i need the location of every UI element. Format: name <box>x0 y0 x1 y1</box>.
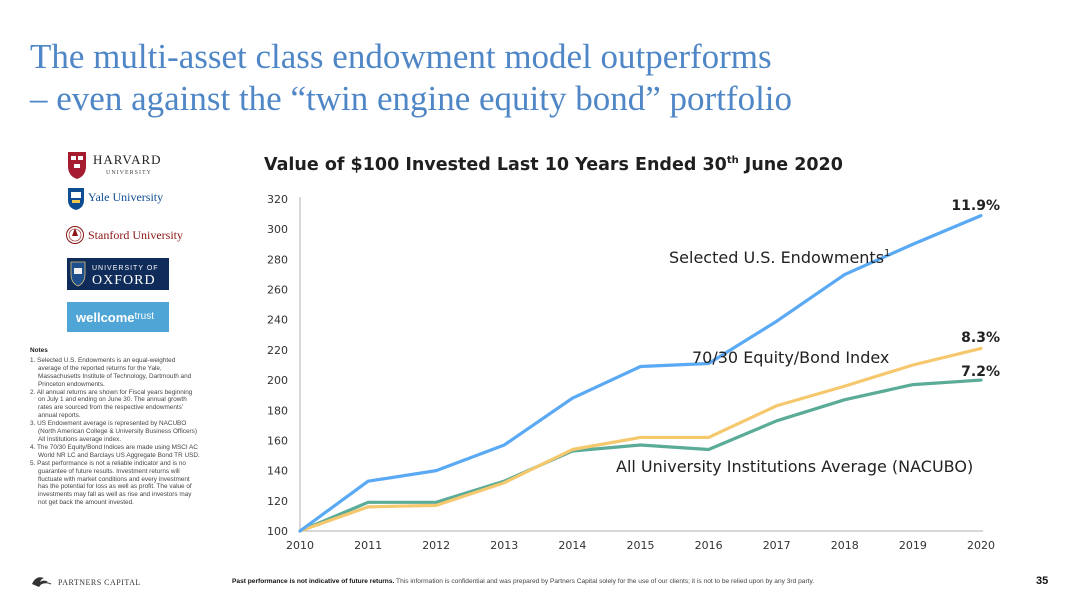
stanford-logo-text: Stanford University <box>88 228 183 242</box>
harvard-logo-main: HARVARD <box>93 152 162 167</box>
note-item: 1. Selected U.S. Endowments is an equal-… <box>30 356 192 388</box>
series-line-2 <box>298 346 983 533</box>
chart-title-main: Value of $100 Invested Last 10 Years End… <box>264 155 727 175</box>
footer-disclaimer-bold: Past performance is not indicative of fu… <box>232 578 395 585</box>
yale-logo-text: Yale University <box>88 190 163 204</box>
y-tick-label: 220 <box>267 344 288 357</box>
series-end-label: 8.3% <box>961 330 1000 346</box>
x-tick-label: 2012 <box>422 539 450 552</box>
x-tick-label: 2014 <box>558 539 586 552</box>
oxford-logo-main: OXFORD <box>92 273 156 288</box>
y-tick-label: 160 <box>267 434 288 447</box>
series-name-label: 70/30 Equity/Bond Index <box>692 348 889 367</box>
x-tick-label: 2020 <box>967 539 995 552</box>
series-name-label: All University Institutions Average (NAC… <box>616 457 973 476</box>
x-tick-label: 2013 <box>490 539 518 552</box>
slide-title-line-2: – even against the “twin engine equity b… <box>30 79 793 118</box>
svg-text:wellcometrust: wellcometrust <box>75 310 154 325</box>
y-tick-label: 180 <box>267 404 288 417</box>
yale-logo: Yale University <box>68 188 163 210</box>
y-tick-label: 240 <box>267 314 288 327</box>
harvard-logo-sub: UNIVERSITY <box>106 170 152 176</box>
y-tick-label: 120 <box>267 495 288 508</box>
series-line-3 <box>298 378 983 533</box>
footer-disclaimer: Past performance is not indicative of fu… <box>232 578 972 585</box>
wellcome-logo-light: trust <box>135 311 155 322</box>
series-end-label: 11.9% <box>951 198 1000 214</box>
x-tick-label: 2011 <box>354 539 382 552</box>
wellcome-trust-logo: wellcometrust <box>67 302 169 332</box>
note-item: 5. Past performance is not a reliable in… <box>30 459 192 507</box>
x-tick-label: 2018 <box>831 539 859 552</box>
chart-title: Value of $100 Invested Last 10 Years End… <box>264 155 843 175</box>
series-end-label: 7.2% <box>961 364 1000 380</box>
oxford-logo: UNIVERSITY OF OXFORD <box>67 258 169 290</box>
chart-title-sup: th <box>726 155 739 167</box>
note-item: 3. US Endowment average is represented b… <box>30 420 197 443</box>
y-tick-label: 300 <box>267 223 288 236</box>
wellcome-logo-bold: wellcome <box>75 310 135 325</box>
series-line-1 <box>298 214 983 533</box>
x-tick-label: 2010 <box>286 539 314 552</box>
harvard-logo: HARVARD UNIVERSITY <box>68 152 162 179</box>
x-tick-label: 2017 <box>763 539 791 552</box>
y-tick-label: 200 <box>267 374 288 387</box>
series-name-label: Selected U.S. Endowments1 <box>669 248 890 267</box>
page-number: 35 <box>1036 575 1049 587</box>
x-tick-label: 2019 <box>899 539 927 552</box>
note-item: 4. The 70/30 Equity/Bond Indices are mad… <box>30 443 200 459</box>
y-tick-label: 140 <box>267 465 288 478</box>
oxford-logo-top: UNIVERSITY OF <box>92 265 159 272</box>
slide-title-line-1: The multi-asset class endowment model ou… <box>30 37 772 76</box>
note-item: 2. All annual returns are shown for Fisc… <box>30 388 193 420</box>
y-tick-label: 260 <box>267 284 288 297</box>
slide-title: The multi-asset class endowment model ou… <box>30 36 1060 120</box>
notes-title: Notes <box>30 347 48 354</box>
y-tick-label: 280 <box>267 253 288 266</box>
x-tick-label: 2016 <box>695 539 723 552</box>
footer-company: PARTNERS CAPITAL <box>58 578 140 587</box>
y-tick-label: 320 <box>267 193 288 206</box>
x-tick-label: 2015 <box>627 539 655 552</box>
footer-disclaimer-text: This information is confidential and was… <box>394 578 815 585</box>
stanford-logo: Stanford University <box>66 226 183 244</box>
notes-section: Notes 1. Selected U.S. Endowments is an … <box>30 347 200 507</box>
chart-title-end: June 2020 <box>738 155 843 175</box>
partners-capital-logo: PARTNERS CAPITAL <box>32 577 140 587</box>
y-tick-label: 100 <box>267 525 288 538</box>
